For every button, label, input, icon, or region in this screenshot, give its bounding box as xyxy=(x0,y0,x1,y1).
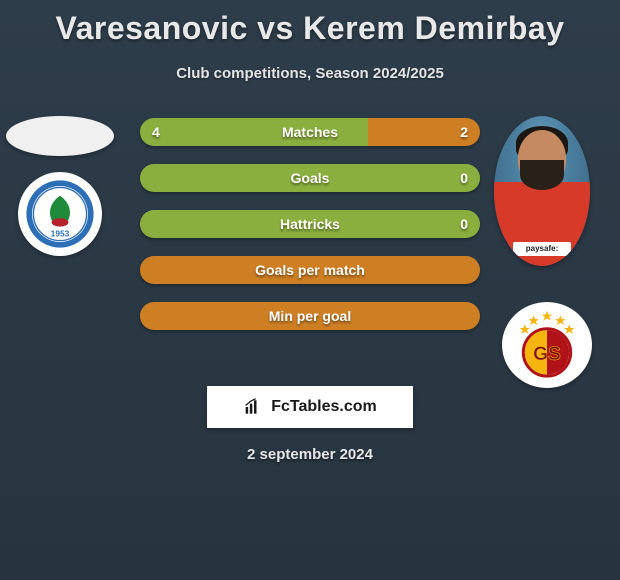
stat-right-value: 2 xyxy=(448,118,480,146)
stat-bar: Goals per match xyxy=(140,256,480,284)
left-player-avatar xyxy=(6,116,114,156)
page-subtitle: Club competitions, Season 2024/2025 xyxy=(0,65,620,82)
branding-box: FcTables.com xyxy=(207,386,413,428)
beard xyxy=(520,160,564,190)
badge-year: 1953 xyxy=(51,228,70,238)
left-club-badge: 1953 xyxy=(18,172,102,256)
stat-right-value: 0 xyxy=(448,210,480,238)
stat-bars: Matches 4 2 Goals 0 Hattricks 0 Goals per match… xyxy=(140,118,480,348)
branding-label: FcTables.com xyxy=(271,398,377,416)
stat-left-value: 4 xyxy=(140,118,172,146)
right-club-badge: GS xyxy=(502,302,592,388)
galatasaray-logo-icon: GS xyxy=(510,308,584,382)
report-date: 2 september 2024 xyxy=(0,446,620,463)
badge-letters: GS xyxy=(533,344,561,365)
page-title: Varesanovic vs Kerem Demirbay xyxy=(0,0,620,47)
stat-bar: Goals 0 xyxy=(140,164,480,192)
stat-label: Matches xyxy=(282,124,338,140)
bar-chart-icon xyxy=(243,397,265,417)
stat-bar: Min per goal xyxy=(140,302,480,330)
stat-label: Goals xyxy=(291,170,330,186)
stat-bar: Matches 4 2 xyxy=(140,118,480,146)
stat-label: Min per goal xyxy=(269,308,351,324)
stat-right-value: 0 xyxy=(448,164,480,192)
stat-bar: Hattricks 0 xyxy=(140,210,480,238)
stat-label: Hattricks xyxy=(280,216,340,232)
rizespor-logo-icon: 1953 xyxy=(25,179,95,249)
right-player-avatar: paysafe: xyxy=(494,116,590,266)
stat-label: Goals per match xyxy=(255,262,365,278)
jersey-sponsor: paysafe: xyxy=(513,242,571,256)
